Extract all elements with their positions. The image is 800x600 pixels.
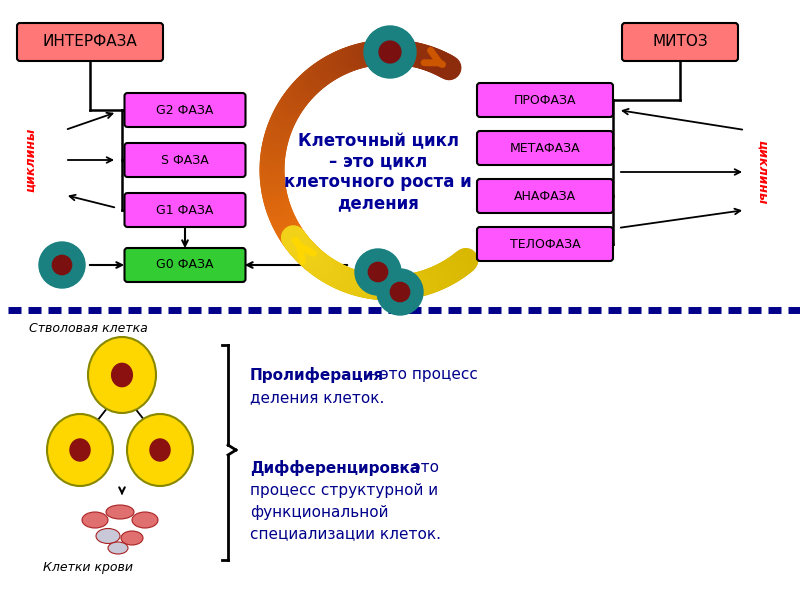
Text: G2 ФАЗА: G2 ФАЗА (156, 103, 214, 116)
Text: процесс структурной и: процесс структурной и (250, 482, 438, 497)
Text: – это: – это (395, 461, 439, 475)
Text: МЕТАФАЗА: МЕТАФАЗА (510, 142, 580, 154)
FancyBboxPatch shape (477, 179, 613, 213)
Circle shape (379, 41, 401, 63)
FancyBboxPatch shape (622, 23, 738, 61)
Text: G0 ФАЗА: G0 ФАЗА (156, 259, 214, 271)
Text: МИТОЗ: МИТОЗ (652, 34, 708, 49)
Ellipse shape (106, 505, 134, 519)
Circle shape (355, 249, 401, 295)
Ellipse shape (111, 362, 133, 388)
Ellipse shape (121, 531, 143, 545)
Text: Пролиферация: Пролиферация (250, 367, 384, 383)
Ellipse shape (127, 414, 193, 486)
Text: G1 ФАЗА: G1 ФАЗА (156, 203, 214, 217)
FancyBboxPatch shape (125, 193, 246, 227)
Text: ТЕЛОФАЗА: ТЕЛОФАЗА (510, 238, 580, 251)
Text: – это процесс: – это процесс (363, 367, 478, 383)
Circle shape (39, 242, 85, 288)
Circle shape (390, 283, 410, 302)
Circle shape (377, 269, 423, 315)
Text: специализации клеток.: специализации клеток. (250, 527, 441, 541)
FancyBboxPatch shape (125, 248, 246, 282)
Ellipse shape (88, 337, 156, 413)
Text: функциональной: функциональной (250, 505, 389, 520)
Text: Стволовая клетка: Стволовая клетка (29, 322, 147, 335)
Text: ИНТЕРФАЗА: ИНТЕРФАЗА (42, 34, 138, 49)
Text: циклины: циклины (23, 128, 37, 192)
Ellipse shape (132, 512, 158, 528)
Circle shape (364, 26, 416, 78)
Text: АНАФАЗА: АНАФАЗА (514, 190, 576, 202)
FancyBboxPatch shape (125, 143, 246, 177)
FancyBboxPatch shape (477, 227, 613, 261)
Ellipse shape (47, 414, 113, 486)
Text: Дифференцировка: Дифференцировка (250, 460, 420, 476)
Ellipse shape (150, 438, 170, 462)
FancyBboxPatch shape (125, 93, 246, 127)
Ellipse shape (96, 529, 120, 544)
Text: Клеточный цикл
– это цикл
клеточного роста и
деления: Клеточный цикл – это цикл клеточного рос… (284, 132, 472, 212)
Text: циклины: циклины (755, 140, 769, 204)
Ellipse shape (108, 542, 128, 554)
Text: деления клеток.: деления клеток. (250, 391, 384, 406)
Text: Клетки крови: Клетки крови (43, 562, 133, 575)
FancyBboxPatch shape (477, 131, 613, 165)
Circle shape (368, 262, 388, 281)
FancyBboxPatch shape (17, 23, 163, 61)
Ellipse shape (70, 438, 90, 462)
Text: ПРОФАЗА: ПРОФАЗА (514, 94, 576, 107)
FancyBboxPatch shape (477, 83, 613, 117)
Circle shape (52, 256, 72, 275)
Ellipse shape (82, 512, 108, 528)
Text: S ФАЗА: S ФАЗА (161, 154, 209, 166)
